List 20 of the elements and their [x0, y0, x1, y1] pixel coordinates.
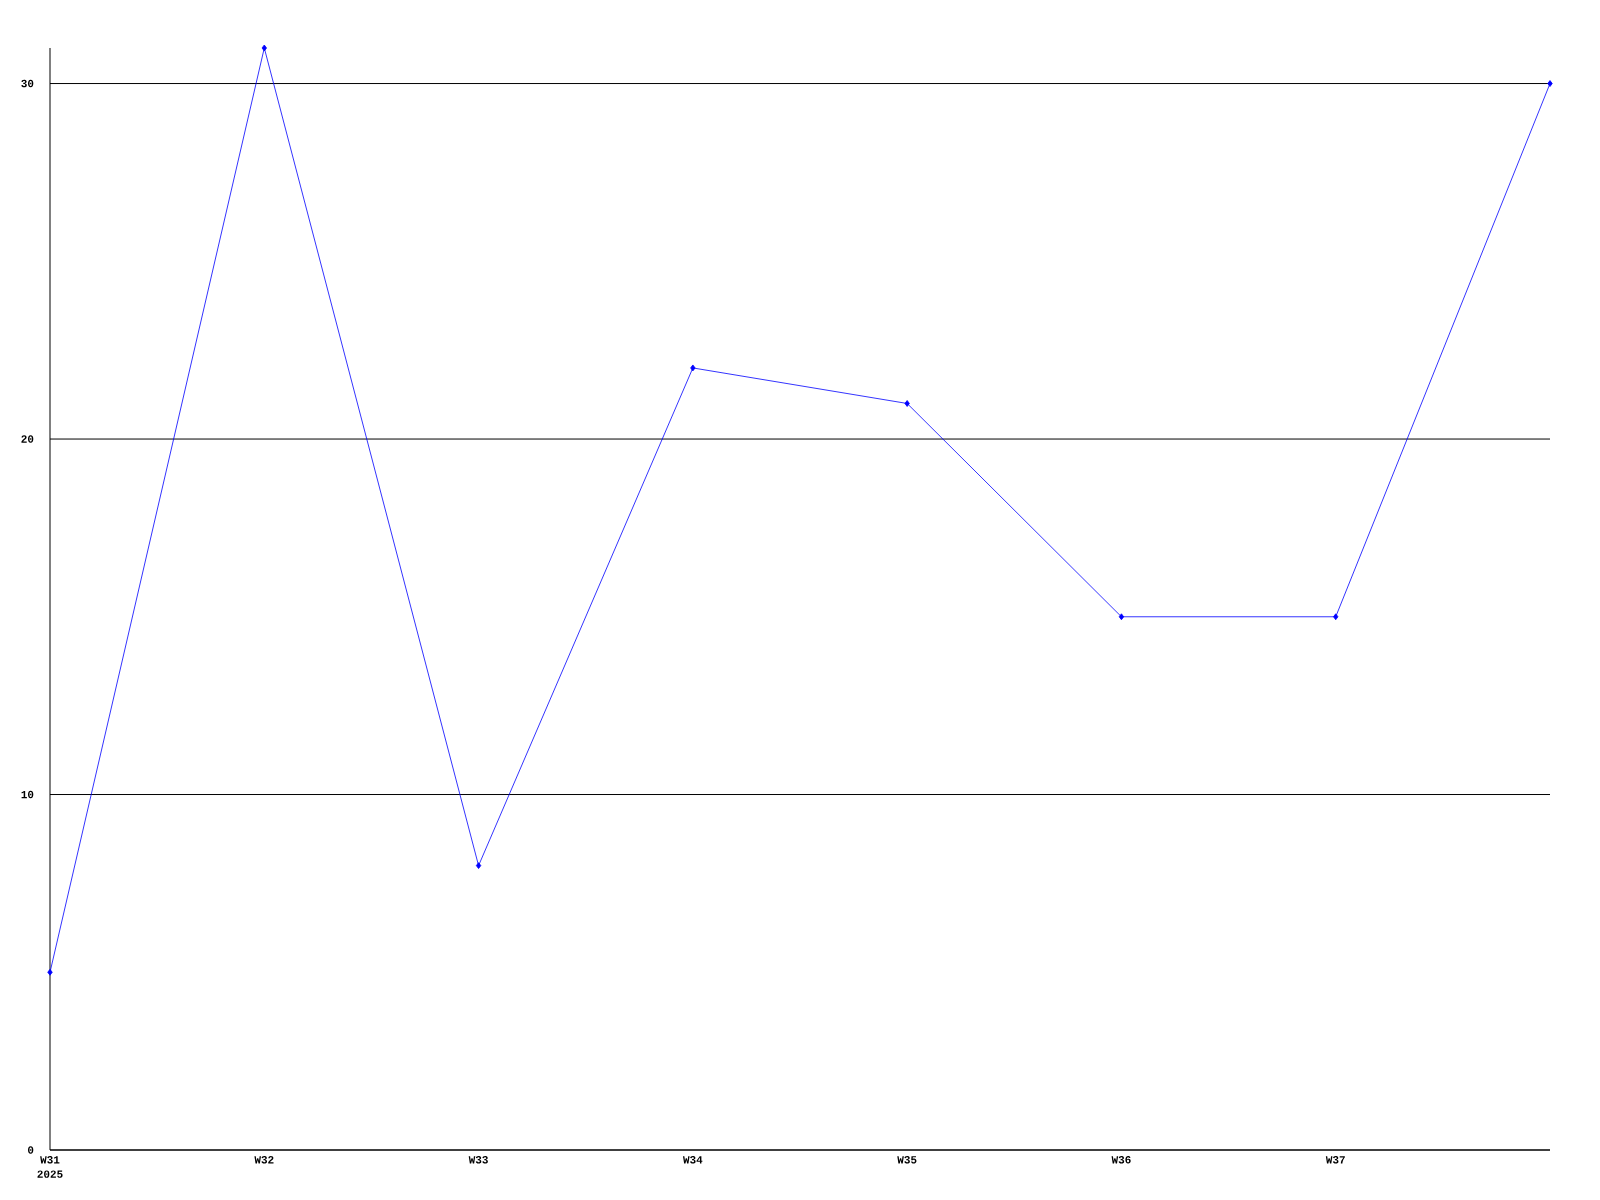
y-tick-label: 10 — [21, 790, 34, 799]
point — [690, 364, 696, 372]
point — [1118, 613, 1125, 621]
x-tick-label: W33 — [468, 1156, 488, 1164]
x-tick-label: W31 — [40, 1156, 60, 1164]
y-tick-label: 0 — [28, 1146, 34, 1154]
point — [904, 400, 910, 407]
point — [47, 968, 53, 976]
point — [261, 44, 267, 52]
x-tick-label: W35 — [897, 1156, 917, 1164]
y-tick-label: 30 — [21, 79, 34, 88]
x-tick-label: W34 — [683, 1156, 703, 1164]
x-tick-label: W37 — [1325, 1156, 1345, 1164]
point — [475, 862, 482, 869]
x-tick-label: W36 — [1111, 1156, 1131, 1164]
point — [1547, 80, 1553, 87]
x-tick-label: W32 — [254, 1156, 274, 1164]
text: 2025 — [37, 1170, 63, 1178]
point — [1333, 613, 1339, 621]
y-tick-label: 20 — [21, 435, 34, 443]
